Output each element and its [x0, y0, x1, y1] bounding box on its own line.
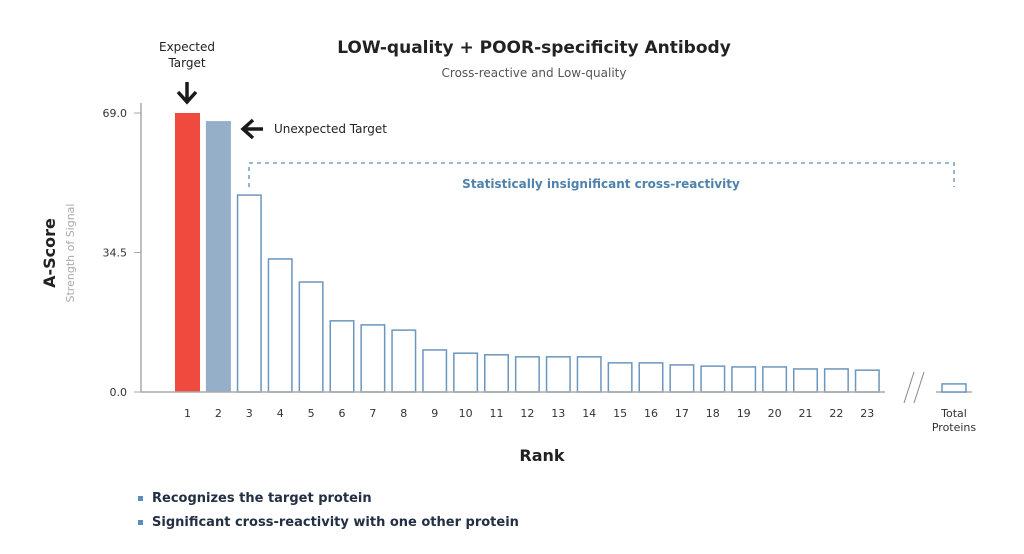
bar-rank-19: [731, 366, 757, 393]
y-axis-label: A-Score: [40, 218, 59, 288]
x-tick-label: 7: [369, 407, 376, 420]
total-label-line2: Proteins: [932, 421, 977, 434]
expected-target-label-line1: Expected: [159, 40, 215, 54]
insignificant-bracket: [248, 162, 955, 187]
axis-break-mark: [913, 371, 925, 404]
x-tick-label: 4: [277, 407, 284, 420]
unexpected-target-label: Unexpected Target: [274, 122, 387, 136]
x-tick-label: 1: [184, 407, 191, 420]
x-tick-label: 15: [613, 407, 627, 420]
bar-rank-11: [484, 354, 509, 393]
arrow-down-icon: [176, 82, 198, 105]
bar-rank-15: [607, 362, 633, 393]
y-tick-label: 69.0: [103, 107, 128, 120]
x-tick-label: 23: [860, 407, 874, 420]
y-tick-label: 0.0: [110, 386, 128, 399]
x-tick-label: 10: [459, 407, 473, 420]
x-tick-label: 14: [582, 407, 596, 420]
bar-rank-20: [762, 366, 788, 393]
y-axis-sublabel: Strength of Signal: [64, 204, 77, 303]
legend-text: Significant cross-reactivity with one ot…: [152, 514, 519, 530]
expected-target-label-line2: Target: [167, 56, 205, 70]
bar-rank-18: [700, 365, 726, 393]
legend-item: Significant cross-reactivity with one ot…: [138, 510, 519, 534]
chart-title: LOW-quality + POOR-specificity Antibody: [337, 38, 731, 58]
bar-rank-8: [391, 329, 417, 393]
bar-rank-13: [545, 356, 571, 393]
bar-rank-14: [576, 356, 602, 393]
x-tick-label: 18: [706, 407, 720, 420]
x-tick-label: 19: [737, 407, 751, 420]
x-tick-label: 9: [431, 407, 438, 420]
bar-rank-3: [236, 194, 262, 393]
x-tick-label: 16: [644, 407, 658, 420]
y-tick-label: 34.5: [103, 247, 128, 260]
axis-break-mark: [903, 371, 915, 404]
bar-rank-4: [267, 258, 293, 393]
bar-rank-5: [298, 281, 324, 393]
bar-rank-7: [360, 324, 386, 393]
x-axis-label: Rank: [519, 446, 565, 465]
chart-subtitle: Cross-reactive and Low-quality: [442, 66, 627, 80]
bar-total-proteins: [941, 383, 967, 393]
x-tick-label: 5: [308, 407, 315, 420]
x-tick-label: 8: [400, 407, 407, 420]
x-tick-label: 11: [490, 407, 504, 420]
x-tick-label: 3: [246, 407, 253, 420]
bar-rank-9: [422, 349, 448, 393]
arrow-left-icon: [240, 118, 263, 140]
total-label-line1: Total: [940, 407, 967, 420]
x-tick-label: 21: [799, 407, 813, 420]
bar-rank-22: [823, 368, 849, 393]
bar-rank-12: [514, 356, 540, 393]
x-tick-label: 17: [675, 407, 689, 420]
bullet-icon: [138, 495, 143, 501]
bar-rank-17: [669, 364, 695, 393]
x-tick-label: 13: [551, 407, 565, 420]
x-tick-label: 2: [215, 407, 222, 420]
x-tick-label: 6: [339, 407, 346, 420]
legend-text: Recognizes the target protein: [152, 490, 372, 506]
bar-rank-6: [329, 320, 355, 393]
x-tick-label: 20: [768, 407, 782, 420]
bullet-icon: [138, 519, 143, 525]
bar-rank-23: [854, 369, 880, 393]
x-tick-label: 22: [829, 407, 843, 420]
bar-rank-16: [638, 362, 664, 393]
legend: Recognizes the target protein Significan…: [138, 486, 519, 534]
bar-rank-21: [793, 368, 818, 393]
legend-item: Recognizes the target protein: [138, 486, 519, 510]
x-tick-label: 12: [520, 407, 534, 420]
bar-rank-10: [453, 352, 479, 393]
insignificant-label: Statistically insignificant cross-reacti…: [462, 177, 740, 191]
bar-rank-1: [175, 113, 200, 392]
bar-rank-2: [205, 121, 231, 392]
